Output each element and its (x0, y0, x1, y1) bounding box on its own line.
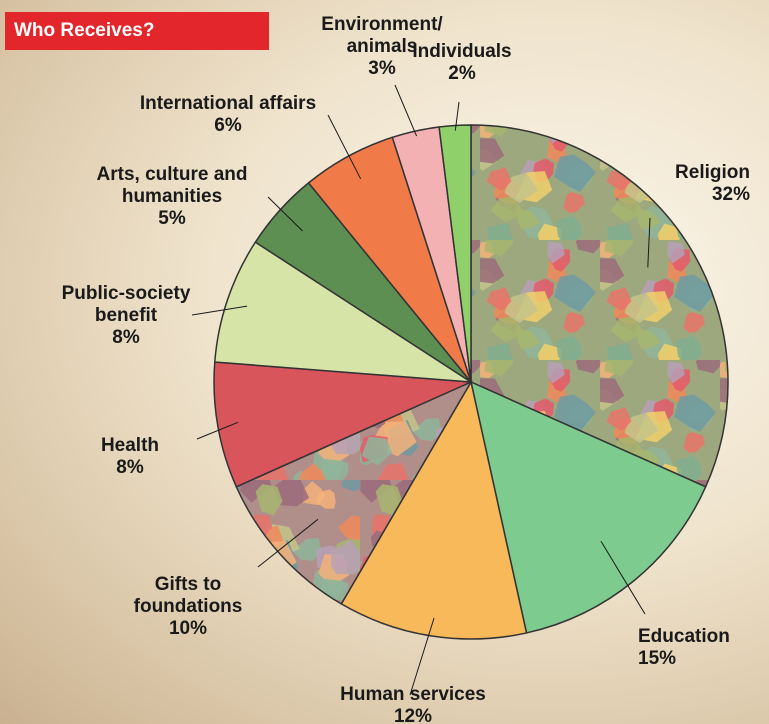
slice-label-individuals: Individuals (412, 41, 511, 62)
pie-slice-religion (470, 124, 729, 488)
pie-slice-gifts-to-foundations (235, 380, 473, 605)
slice-label-public-society-benefit: benefit (95, 305, 158, 326)
pie-slice-human-services (340, 379, 528, 640)
slice-percent-international-affairs: 6% (214, 115, 242, 136)
slice-percent-environment-animals: 3% (368, 58, 396, 79)
leader-line-human-services (409, 617, 435, 696)
slice-percent-health: 8% (116, 457, 144, 478)
leader-line-individuals (454, 101, 460, 131)
slice-label-gifts-to-foundations: foundations (134, 596, 243, 617)
leader-line-arts-culture-and-humanities (267, 196, 303, 232)
slice-percent-human-services: 12% (394, 706, 432, 724)
slice-percent-religion: 32% (712, 184, 750, 205)
slice-label-arts-culture-and-humanities: humanities (122, 186, 222, 207)
leader-line-health (196, 421, 239, 440)
slice-label-health: Health (101, 435, 159, 456)
leader-line-public-society-benefit (191, 305, 248, 316)
pie-slice-health (213, 361, 472, 488)
slice-label-environment-animals: animals (347, 36, 418, 57)
pie-slice-public-society-benefit (213, 241, 472, 383)
slice-label-gifts-to-foundations: Gifts to (155, 574, 222, 595)
pie-slice-individuals (438, 124, 472, 383)
slice-label-environment-animals: Environment/ (321, 14, 443, 35)
slice-label-international-affairs: International affairs (140, 93, 316, 114)
leader-line-education (600, 541, 646, 615)
chart-title: Who Receives? (5, 12, 269, 50)
slice-percent-individuals: 2% (448, 63, 476, 84)
slice-percent-education: 15% (638, 648, 676, 669)
leader-line-international-affairs (327, 114, 362, 180)
slice-label-arts-culture-and-humanities: Arts, culture and (97, 164, 248, 185)
pie-slice-education (469, 380, 707, 634)
slice-percent-arts-culture-and-humanities: 5% (158, 208, 186, 229)
leader-line-gifts-to-foundations (257, 518, 319, 568)
slice-percent-public-society-benefit: 8% (112, 327, 140, 348)
leader-line-religion (647, 217, 651, 268)
slice-label-religion: Religion (675, 162, 750, 183)
slice-label-public-society-benefit: Public-society (62, 283, 191, 304)
slice-label-human-services: Human services (340, 684, 486, 705)
slice-label-education: Education (638, 626, 730, 647)
leader-line-environment-animals (394, 84, 418, 137)
slice-percent-gifts-to-foundations: 10% (169, 618, 207, 639)
